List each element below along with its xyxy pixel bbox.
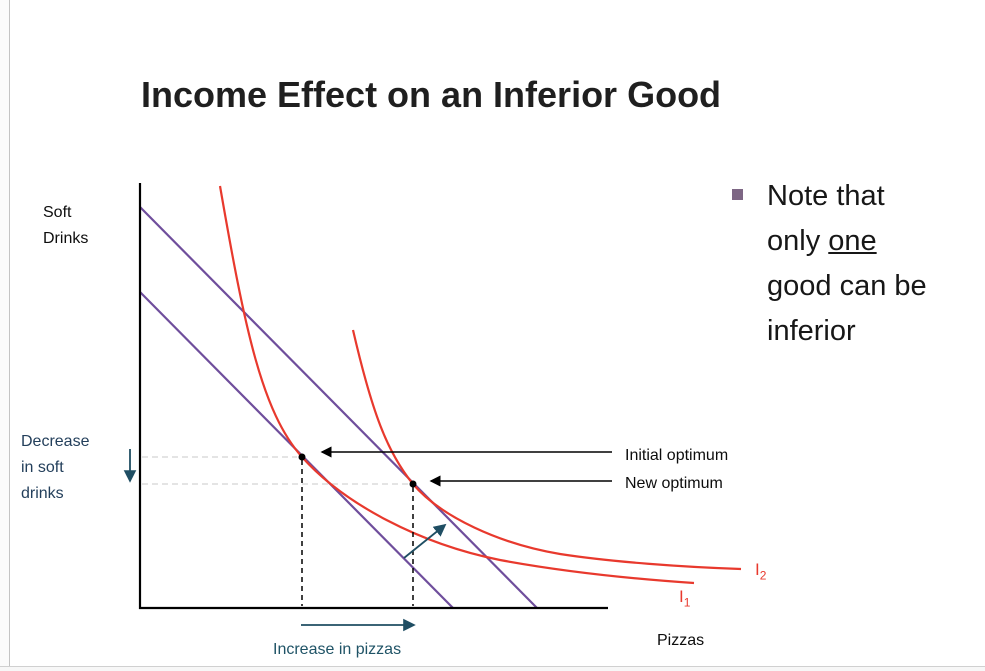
slide-bottom-edge xyxy=(0,666,985,671)
page-title: Income Effect on an Inferior Good xyxy=(141,74,722,116)
note-line-2-prefix: only xyxy=(767,225,829,257)
shift-arrow-icon xyxy=(403,523,447,559)
i1-label-base: I xyxy=(679,587,684,606)
note-line-2: only one xyxy=(767,219,927,264)
i2-label-base: I xyxy=(755,560,760,579)
increase-pizzas-label: Increase in pizzas xyxy=(273,641,402,658)
i2-label-sub: 2 xyxy=(759,568,767,583)
decrease-label: Decrease in soft drinks xyxy=(21,429,89,507)
note-line-1: Note that xyxy=(767,180,885,212)
i2-curve-label: I2 xyxy=(755,560,766,582)
bullet-icon xyxy=(732,189,743,200)
decrease-label-line3: drinks xyxy=(21,485,64,502)
note-line-2-underlined: one xyxy=(828,225,877,257)
x-axis-label: Pizzas xyxy=(657,632,705,649)
note-block: Note that only one good can be inferior xyxy=(732,174,967,354)
indifference-curve-i1 xyxy=(218,185,695,585)
initial-optimum-label: Initial optimum xyxy=(625,447,729,464)
y-axis-label: Soft Drinks xyxy=(43,200,88,252)
y-axis-label-line2: Drinks xyxy=(43,230,89,247)
slide-left-edge xyxy=(0,0,10,671)
budget-line-new xyxy=(139,206,538,609)
note-line-3: good can be xyxy=(767,270,927,302)
decrease-label-line1: Decrease xyxy=(21,433,90,450)
optimum-point-new xyxy=(409,480,417,488)
note-line-4: inferior xyxy=(767,315,856,347)
decrease-label-line2: in soft xyxy=(21,459,64,476)
optimum-point-initial xyxy=(298,453,306,461)
note-text: Note that only one good can be inferior xyxy=(767,174,927,354)
i1-label-sub: 1 xyxy=(683,595,691,610)
i1-curve-label: I1 xyxy=(679,587,690,609)
indifference-curve-i2 xyxy=(351,329,742,571)
axes xyxy=(138,183,608,610)
y-axis-label-line1: Soft xyxy=(43,204,72,221)
new-optimum-label: New optimum xyxy=(625,475,723,492)
